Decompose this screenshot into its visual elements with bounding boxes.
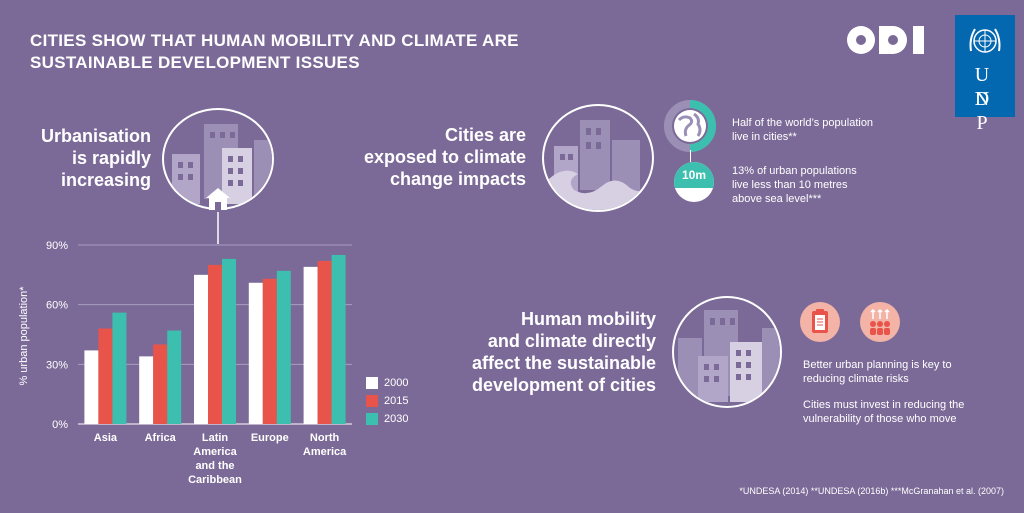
section3-heading: Human mobility and climate directly affe…: [472, 308, 656, 396]
x-tick-label: Latin America and the Caribbean: [188, 432, 242, 486]
x-tick-label: Africa: [145, 432, 177, 444]
people-arrows-icon: [860, 302, 900, 342]
legend-swatch: [366, 395, 378, 407]
sea-level-badge: 10m: [674, 162, 714, 202]
legend-label: 2030: [384, 413, 409, 425]
text-line: vulnerability of those who move: [803, 413, 957, 425]
bar: [303, 266, 318, 424]
x-tick-label-line: Latin: [202, 432, 229, 444]
heading-line: and climate directly: [487, 331, 656, 351]
bar: [167, 330, 182, 424]
bar: [139, 356, 154, 424]
legend-item: 2030: [366, 410, 408, 428]
title-line: SUSTAINABLE DEVELOPMENT ISSUES: [30, 53, 360, 72]
heading-line: Human mobility: [520, 309, 656, 329]
undp-letters: U N: [974, 64, 1004, 110]
bar: [331, 254, 346, 424]
water-fill: [674, 162, 714, 188]
page-title: CITIES SHOW THAT HUMAN MOBILITY AND CLIM…: [30, 30, 519, 74]
legend-swatch: [366, 413, 378, 425]
buildings-icon: [172, 124, 272, 204]
x-tick-label-line: America: [303, 446, 347, 458]
buildings-icon: [678, 310, 780, 402]
bar: [317, 260, 332, 424]
heading-line: affect the sustainable: [471, 353, 656, 373]
clipboard-icon: [800, 302, 840, 342]
y-tick-label: 30%: [46, 359, 68, 371]
fact-urban-planning: Better urban planning is key to reducing…: [803, 358, 952, 386]
text-line: live less than 10 metres: [732, 179, 848, 191]
bar: [112, 312, 127, 424]
wave-circle: [542, 104, 654, 212]
bar: [98, 328, 113, 424]
connector-line: [690, 150, 691, 162]
wave-icon: [544, 120, 652, 210]
x-tick-label-line: America: [193, 446, 237, 458]
title-line: CITIES SHOW THAT HUMAN MOBILITY AND CLIM…: [30, 31, 519, 50]
fact-vulnerability: Cities must invest in reducing the vulne…: [803, 398, 964, 426]
heading-line: Urbanisation: [40, 126, 151, 146]
x-tick-label-line: and the: [195, 460, 234, 472]
undp-letters: D P: [974, 88, 1004, 134]
chart-legend: 2000 2015 2030: [366, 374, 408, 428]
fact-sea-level: 13% of urban populations live less than …: [732, 164, 857, 206]
badge-label: 10m: [681, 168, 707, 182]
y-tick-label: 90%: [46, 240, 68, 252]
text-line: Half of the world’s population: [732, 117, 874, 129]
y-axis-label: % urban population*: [18, 286, 30, 386]
x-tick-label: Europe: [251, 432, 289, 444]
x-tick-label-line: Asia: [94, 432, 118, 444]
house-icon: [206, 188, 230, 244]
legend-item: 2015: [366, 392, 408, 410]
bar: [208, 264, 222, 424]
heading-line: development of cities: [471, 375, 656, 395]
fact-half-population: Half of the world’s population live in c…: [732, 116, 873, 144]
heading-line: exposed to climate: [363, 147, 526, 167]
legend-label: 2015: [384, 395, 409, 407]
heading-line: change impacts: [389, 169, 526, 189]
text-line: Cities must invest in reducing the: [803, 399, 965, 411]
bar: [276, 270, 291, 424]
x-tick-label-line: Europe: [251, 432, 289, 444]
y-tick-label: 0%: [52, 419, 68, 431]
section1-heading: Urbanisation is rapidly increasing: [41, 125, 151, 191]
x-tick-label: Asia: [94, 432, 118, 444]
footnote: *UNDESA (2014) **UNDESA (2016b) ***McGra…: [739, 486, 1004, 496]
text-line: above sea level***: [732, 193, 822, 205]
x-tick-label-line: Caribbean: [188, 474, 242, 486]
legend-label: 2000: [384, 377, 409, 389]
buildings-circle-2: [672, 296, 782, 408]
globe-icon: [664, 100, 716, 152]
bar: [248, 282, 263, 424]
section2-heading: Cities are exposed to climate change imp…: [364, 124, 526, 190]
un-emblem-icon: [969, 28, 1001, 53]
x-tick-label: North America: [303, 432, 347, 458]
y-tick-label: 60%: [46, 300, 68, 312]
text-line: 13% of urban populations: [732, 165, 857, 177]
heading-line: is rapidly: [71, 148, 151, 168]
bar: [222, 258, 236, 424]
heading-line: Cities are: [444, 125, 526, 145]
bar: [262, 278, 277, 424]
bar: [194, 274, 208, 424]
bar: [84, 350, 99, 424]
legend-swatch: [366, 377, 378, 389]
heading-line: increasing: [60, 170, 151, 190]
text-line: live in cities**: [732, 131, 797, 143]
text-line: reducing climate risks: [803, 373, 909, 385]
odi-logo: [847, 26, 924, 54]
x-tick-label-line: North: [310, 432, 340, 444]
text-line: Better urban planning is key to: [803, 359, 952, 371]
x-tick-label-line: Africa: [145, 432, 177, 444]
legend-item: 2000: [366, 374, 408, 392]
undp-logo: U N D P: [955, 15, 1015, 134]
bar: [153, 344, 168, 424]
